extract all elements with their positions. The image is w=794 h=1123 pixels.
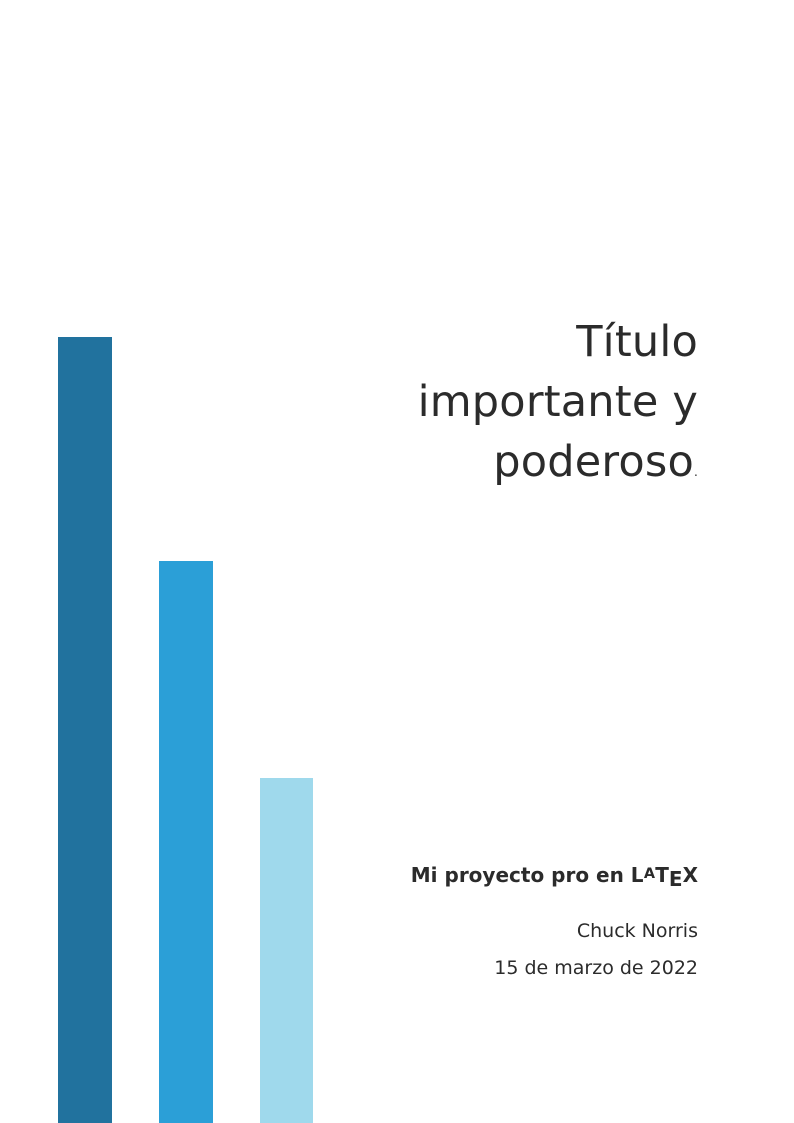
latex-logo-t: T: [655, 863, 669, 887]
subtitle-text: Mi proyecto pro en: [410, 863, 624, 887]
latex-logo-a: A: [643, 865, 655, 882]
title-period: .: [693, 465, 698, 479]
document-subtitle: Mi proyecto pro en LATEX: [411, 860, 698, 893]
title-line-2: importante y: [417, 377, 698, 427]
latex-logo: LATEX: [631, 860, 698, 893]
title-line-1: Título: [576, 317, 698, 367]
latex-logo-l: L: [630, 863, 644, 887]
author-name: Chuck Norris: [576, 920, 698, 942]
title-line-3-text: poderoso: [493, 437, 694, 487]
decorative-bar-light: [260, 778, 313, 1123]
title-line-3: poderoso.: [418, 432, 698, 502]
decorative-bar-mid: [159, 561, 213, 1123]
document-title: Título importante y poderoso.: [418, 312, 698, 502]
latex-logo-x: X: [682, 863, 698, 887]
decorative-bar-dark: [58, 337, 112, 1123]
document-date: 15 de marzo de 2022: [494, 957, 698, 979]
latex-logo-e: E: [668, 867, 683, 891]
